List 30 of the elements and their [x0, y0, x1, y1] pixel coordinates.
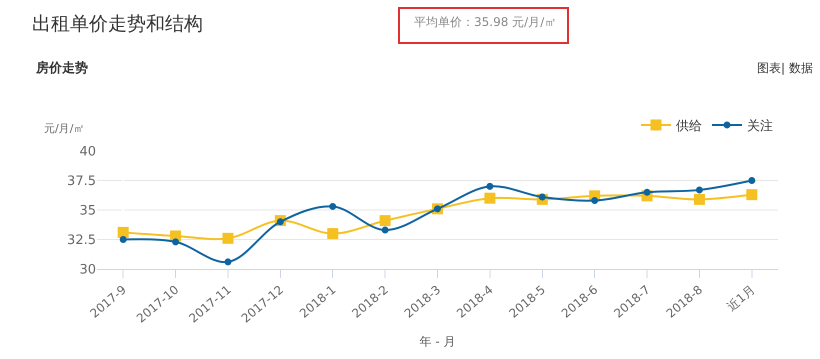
point	[120, 236, 127, 243]
point	[748, 177, 756, 184]
y-tick-label: 37.5	[67, 174, 96, 190]
point	[172, 238, 180, 246]
point	[327, 228, 338, 240]
y-tick-label: 35	[79, 204, 96, 219]
point	[486, 182, 494, 190]
y-axis-title: 元/月/㎡	[44, 122, 84, 135]
legend-label: 供给	[676, 119, 702, 134]
point	[484, 192, 496, 204]
point	[380, 215, 391, 226]
y-tick-label: 32.5	[67, 233, 96, 248]
point	[696, 186, 703, 194]
point	[382, 226, 389, 234]
point	[222, 232, 234, 244]
y-tick-label: 40	[79, 144, 96, 160]
text: 平均单价：35.98 元/月/㎡	[414, 15, 556, 29]
chart-subtitle: 房价走势	[35, 60, 88, 76]
x-axis-title: 年 - 月	[420, 334, 456, 348]
y-tick-label: 30	[79, 262, 96, 278]
point	[118, 226, 129, 238]
point	[694, 194, 705, 205]
text: 图表| 数据	[757, 61, 813, 75]
chart-title: 出租单价走势和结构	[32, 13, 203, 35]
x-tick-label: 近1月	[724, 282, 758, 314]
point	[591, 197, 598, 204]
legend-label: 关注	[747, 119, 773, 134]
point	[224, 258, 232, 266]
point	[746, 189, 758, 200]
point	[329, 202, 336, 210]
